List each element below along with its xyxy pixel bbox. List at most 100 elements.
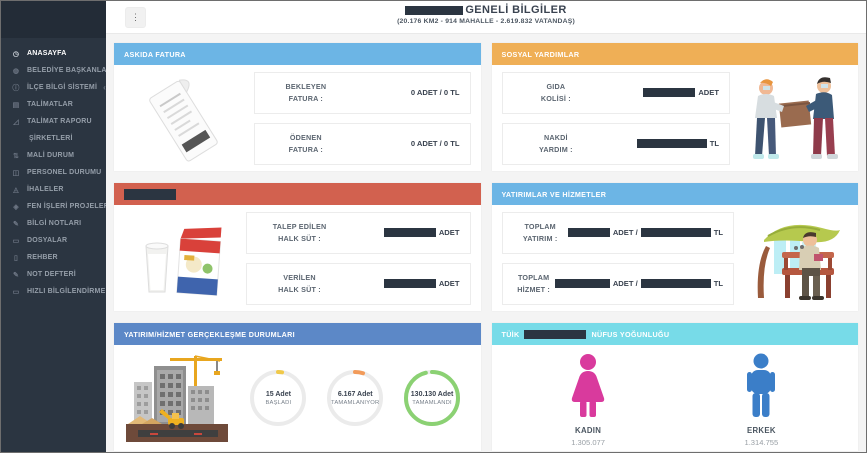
stat-toplam-yatirim: TOPLAM YATIRIM : ADET / TL [501, 211, 734, 254]
card-title-prefix: TÜİK [501, 329, 520, 339]
sidebar: ◷ ANASAYFA ◍ BELEDİYE BAŞKANLARI ⓘ İLÇE … [1, 1, 114, 452]
stat-value: 0 ADET / 0 TL [410, 88, 460, 97]
redacted-value [640, 228, 711, 237]
finance-icon: ⇅ [12, 152, 20, 160]
sidebar-item-label: TALİMATLAR [27, 101, 74, 108]
directory-icon: ▯ [13, 254, 19, 262]
card-header [114, 183, 481, 205]
redacted-value [640, 279, 711, 288]
card-header: SOSYAL YARDIMLAR [491, 43, 858, 65]
donut-tamamlaniyor: 6.167 Adet TAMAMLANIYOR [323, 366, 387, 430]
sidebar-logo-area [1, 1, 106, 38]
stat-label: ÖDENEN FATURA : [288, 132, 324, 154]
milk-illustration [124, 212, 236, 304]
stat-label: VERİLEN HALK SÜT : [278, 272, 321, 294]
sidebar-item-ilce-bilgi-sistemi[interactable]: ⓘ İLÇE BİLGİ SİSTEMİ ‹ [1, 79, 106, 96]
stat-nakdi-yardim: NAKDİ YARDIM : TL [501, 122, 730, 165]
card-title: SOSYAL YARDIMLAR [501, 49, 580, 59]
stat-gida-kolisi: GIDA KOLİSİ : ADET [501, 71, 730, 114]
card-title-suffix: NÜFUS YOĞUNLUĞU [591, 329, 670, 339]
sidebar-item-label: İHALELER [27, 186, 64, 193]
sidebar-item-belediye-baskanlari[interactable]: ◍ BELEDİYE BAŞKANLARI [1, 62, 114, 79]
redacted-value [554, 279, 610, 288]
sidebar-item-talimatlar[interactable]: ▤ TALİMATLAR [1, 96, 106, 113]
card-header: YATIRIMLAR VE HİZMETLER [491, 183, 858, 205]
sidebar-item-ihaleler[interactable]: ◬ İHALELER [1, 181, 106, 198]
dashboard-grid: ASKIDA FATURA [106, 34, 866, 452]
card-halk-sut: TALEP EDİLEN HALK SÜT : ADET VERİLEN [114, 183, 481, 311]
sidebar-item-talimat-raporu[interactable]: ◿ TALİMAT RAPORU [1, 113, 106, 130]
stat-value: 0 ADET / 0 TL [410, 139, 460, 148]
card-header: ASKIDA FATURA [114, 43, 481, 65]
stat-label: NAKDİ YARDIM : [539, 132, 573, 154]
mayors-icon: ◍ [12, 67, 20, 75]
stat-value: ADET [342, 279, 460, 288]
population-pictograms: KADIN 1.305.077 [502, 349, 849, 447]
main-area: ⋮ GENELİ BİLGİLER (20.176 KM2 - 914 MAHA… [106, 1, 866, 452]
card-askida-fatura: ASKIDA FATURA [114, 43, 481, 171]
stat-label: TOPLAM HİZMET : [517, 272, 551, 294]
stat-value: TL [599, 139, 719, 148]
stat-label: BEKLEYEN FATURA : [285, 81, 327, 103]
sidebar-item-not-defteri[interactable]: ✎ NOT DEFTERİ [1, 266, 106, 283]
sidebar-item-label: PERSONEL DURUMU [27, 169, 102, 176]
sidebar-item-hizli-bilgilendirme[interactable]: ▭ HIZLI BİLGİLENDİRME [1, 283, 106, 300]
stat-talep-edilen-halk-sut: TALEP EDİLEN HALK SÜT : ADET [246, 211, 471, 254]
stat-value: ADET / TL [554, 279, 723, 288]
redacted-value [383, 279, 436, 288]
tenders-icon: ◬ [13, 186, 19, 194]
population-kadin: KADIN 1.305.077 [562, 353, 614, 447]
files-icon: ▭ [12, 237, 20, 245]
donut-status: TAMAMLANDI [412, 399, 452, 406]
sidebar-item-label: DOSYALAR [27, 237, 68, 244]
stat-verilen-halk-sut: VERİLEN HALK SÜT : ADET [246, 262, 471, 305]
population-value: 1.314.755 [744, 438, 779, 447]
menu-toggle-button[interactable]: ⋮ [125, 6, 146, 28]
sidebar-item-label: TALİMAT RAPORU [27, 118, 92, 125]
stat-bekleyen-fatura: BEKLEYEN FATURA : 0 ADET / 0 TL [254, 71, 471, 114]
card-yatirimlar-hizmetler: YATIRIMLAR VE HİZMETLER TOPLAM YATIRIM :… [491, 183, 858, 311]
sidebar-item-personel-durumu[interactable]: ◫ PERSONEL DURUMU [1, 164, 106, 181]
sidebar-item-bilgi-notlari[interactable]: ✎ BİLGİ NOTLARI [1, 215, 106, 232]
page-subtitle: (20.176 KM2 - 914 MAHALLE - 2.619.832 VA… [397, 18, 575, 25]
sidebar-item-anasayfa[interactable]: ◷ ANASAYFA [1, 45, 106, 62]
redacted-value [567, 228, 610, 237]
stat-odenen-fatura: ÖDENEN FATURA : 0 ADET / 0 TL [254, 122, 471, 165]
donut-value: 15 Adet [265, 390, 291, 398]
male-icon [747, 353, 776, 417]
chart-icon: ◿ [13, 118, 19, 126]
sidebar-item-label: BELEDİYE BAŞKANLARI [27, 67, 115, 74]
page-title: GENELİ BİLGİLER [106, 4, 866, 16]
card-header: YATIRIM/HİZMET GERÇEKLEŞME DURUMLARI [114, 323, 481, 345]
sidebar-item-label: ŞİRKETLERİ [29, 135, 73, 142]
female-icon [571, 354, 605, 417]
stat-label: TOPLAM YATIRIM : [522, 221, 558, 243]
card-header: TÜİK NÜFUS YOĞUNLUĞU [491, 323, 858, 345]
stat-value: ADET / TL [567, 228, 723, 237]
page-title-text: GENELİ BİLGİLER [465, 4, 567, 16]
page-title-block: GENELİ BİLGİLER (20.176 KM2 - 914 MAHALL… [106, 4, 866, 25]
sidebar-item-label: İLÇE BİLGİ SİSTEMİ [27, 84, 98, 91]
population-erkek: ERKEK 1.314.755 [735, 353, 787, 447]
stat-value: ADET [342, 228, 460, 237]
sidebar-item-fen-isleri-projeleri[interactable]: ◈ FEN İŞLERİ PROJELERİ [1, 198, 111, 215]
card-sosyal-yardimlar: SOSYAL YARDIMLAR GIDA KOLİSİ : ADET [491, 43, 858, 171]
card-title: ASKIDA FATURA [124, 49, 186, 59]
personnel-icon: ◫ [12, 169, 20, 177]
card-title: YATIRIM/HİZMET GERÇEKLEŞME DURUMLARI [124, 329, 295, 339]
sidebar-menu: ◷ ANASAYFA ◍ BELEDİYE BAŞKANLARI ⓘ İLÇE … [1, 38, 114, 300]
redacted-value [383, 228, 436, 237]
home-icon: ◷ [12, 50, 20, 58]
sidebar-item-rehber[interactable]: ▯ REHBER [1, 249, 106, 266]
donut-status: TAMAMLANIYOR [331, 399, 380, 406]
sidebar-item-sirketleri[interactable]: ŞİRKETLERİ [1, 130, 106, 147]
people-carrying-box-illustration [740, 70, 848, 166]
progress-donuts: 15 Adet BAŞLADI 6.167 Adet TAMAM [240, 366, 471, 430]
projects-icon: ◈ [13, 203, 19, 211]
sidebar-item-label: HIZLI BİLGİLENDİRME [27, 288, 106, 295]
man-on-bench-illustration [744, 210, 848, 306]
donut-basladi: 15 Adet BAŞLADI [246, 366, 310, 430]
sidebar-item-dosyalar[interactable]: ▭ DOSYALAR [1, 232, 106, 249]
sidebar-item-mali-durum[interactable]: ⇅ MALİ DURUM [1, 147, 106, 164]
